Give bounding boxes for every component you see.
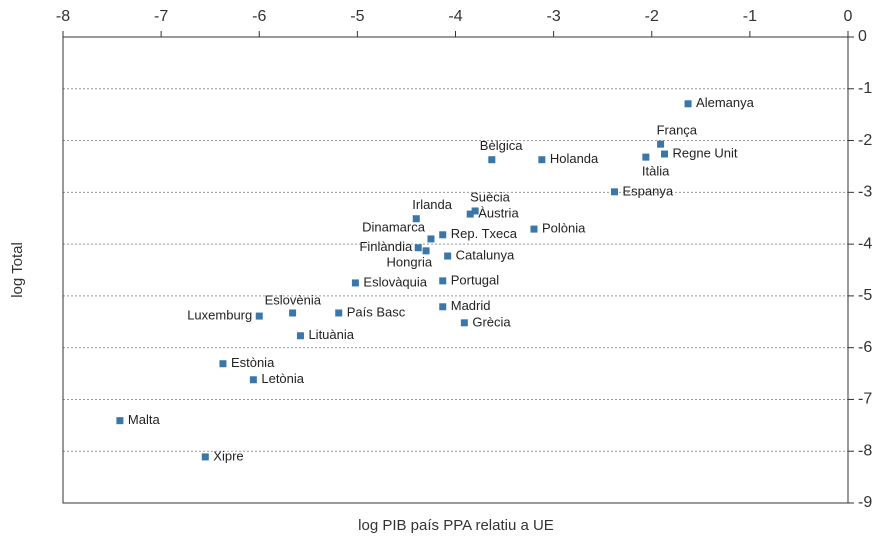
point-label: Dinamarca	[362, 219, 426, 234]
point-label: Luxemburg	[187, 308, 252, 323]
marker	[296, 332, 304, 340]
y-tick-label: 0	[858, 28, 867, 45]
marker	[642, 153, 650, 161]
point-label: Letònia	[261, 371, 304, 386]
point-label: Polònia	[542, 221, 586, 236]
point-label: Regne Unit	[673, 145, 738, 160]
point-label: Itàlia	[642, 164, 670, 179]
y-tick-label: -9	[858, 494, 872, 511]
point-label: Portugal	[451, 272, 500, 287]
marker	[661, 150, 669, 158]
y-tick-label: -2	[858, 132, 872, 149]
marker	[471, 207, 479, 215]
marker	[460, 319, 468, 327]
point-label: Madrid	[451, 298, 491, 313]
marker	[351, 279, 359, 287]
point-label: Rep. Txeca	[451, 226, 518, 241]
marker	[255, 312, 263, 320]
point-label: Grècia	[472, 314, 511, 329]
marker	[657, 140, 665, 148]
x-tick-label: -5	[350, 8, 364, 25]
point-label: Alemanya	[696, 95, 755, 110]
point-label: Lituània	[308, 327, 354, 342]
point-label: Finlàndia	[359, 239, 413, 254]
marker	[530, 225, 538, 233]
point-label: Holanda	[550, 151, 599, 166]
y-tick-label: -8	[858, 442, 872, 459]
marker	[610, 188, 618, 196]
point-label: País Basc	[347, 304, 406, 319]
marker	[116, 417, 124, 425]
marker	[414, 244, 422, 252]
marker	[219, 360, 227, 368]
marker	[439, 303, 447, 311]
marker	[422, 247, 430, 255]
point-label: Xipre	[213, 448, 243, 463]
point-label: Malta	[128, 412, 161, 427]
marker	[439, 231, 447, 239]
x-tick-label: -2	[645, 8, 659, 25]
point-label: Àustria	[478, 206, 519, 221]
point-label: Estònia	[231, 355, 275, 370]
y-tick-label: -1	[858, 80, 872, 97]
point-label: Eslovàquia	[363, 274, 427, 289]
point-label: Irlanda	[412, 197, 453, 212]
marker	[488, 156, 496, 164]
x-tick-label: -4	[448, 8, 462, 25]
marker	[201, 453, 209, 461]
x-tick-label: -8	[56, 8, 70, 25]
y-tick-label: -3	[858, 184, 872, 201]
marker	[335, 309, 343, 317]
x-axis-label: log PIB país PPA relatiu a UE	[358, 517, 554, 534]
y-tick-label: -6	[858, 339, 872, 356]
marker	[289, 309, 297, 317]
point-label: França	[657, 123, 698, 138]
x-tick-label: -6	[252, 8, 266, 25]
marker	[439, 277, 447, 285]
y-tick-label: -4	[858, 235, 872, 252]
plot-frame	[62, 36, 849, 504]
x-tick-label: -3	[547, 8, 561, 25]
y-tick-label: -5	[858, 287, 872, 304]
marker	[412, 215, 420, 223]
point-label: Suècia	[470, 189, 511, 204]
marker	[427, 235, 435, 243]
x-tick-label: -7	[154, 8, 168, 25]
point-label: Bèlgica	[480, 138, 523, 153]
point-label: Eslovènia	[265, 292, 322, 307]
y-axis-label: log Total	[9, 242, 26, 298]
marker	[466, 210, 474, 218]
point-label: Hongria	[387, 254, 433, 269]
point-label: Catalunya	[456, 247, 515, 262]
x-tick-label: -1	[743, 8, 757, 25]
marker	[684, 100, 692, 108]
x-tick-label: 0	[844, 8, 853, 25]
marker	[538, 156, 546, 164]
y-tick-label: -7	[858, 391, 872, 408]
point-label: Espanya	[622, 183, 673, 198]
marker	[249, 376, 257, 384]
marker	[444, 252, 452, 260]
